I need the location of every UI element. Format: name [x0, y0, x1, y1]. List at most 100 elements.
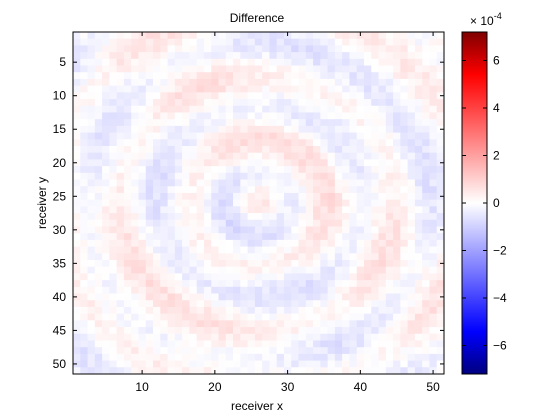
- heatmap-cell: [283, 340, 292, 348]
- heatmap-cell: [291, 72, 299, 80]
- heatmap-cell: [429, 199, 438, 207]
- heatmap-cell: [174, 58, 183, 66]
- heatmap-cell: [196, 199, 205, 207]
- heatmap-cell: [102, 159, 110, 167]
- heatmap-cell: [131, 367, 139, 375]
- heatmap-cell: [233, 340, 241, 348]
- heatmap-cell: [247, 306, 256, 315]
- heatmap-cell: [203, 92, 212, 100]
- heatmap-cell: [283, 280, 292, 288]
- heatmap-cell: [138, 239, 147, 247]
- heatmap-cell: [363, 72, 372, 80]
- heatmap-cell: [80, 306, 88, 315]
- heatmap-cell: [393, 353, 401, 361]
- heatmap-cell: [87, 347, 96, 355]
- heatmap-cell: [385, 293, 394, 301]
- heatmap-cell: [87, 112, 96, 120]
- heatmap-cell: [313, 286, 321, 294]
- heatmap-cell: [225, 333, 234, 341]
- heatmap-cell: [196, 139, 205, 147]
- heatmap-cell: [363, 38, 372, 46]
- heatmap-cell: [422, 340, 430, 348]
- heatmap-cell: [189, 85, 198, 93]
- heatmap-cell: [298, 360, 307, 368]
- heatmap-cell: [262, 38, 270, 46]
- heatmap-cell: [203, 179, 212, 187]
- heatmap-cell: [233, 273, 241, 281]
- heatmap-cell: [363, 333, 372, 341]
- heatmap-cell: [123, 65, 132, 73]
- heatmap-cell: [196, 125, 205, 133]
- heatmap-cell: [73, 119, 81, 127]
- heatmap-cell: [145, 99, 154, 107]
- heatmap-cell: [276, 340, 285, 348]
- heatmap-cell: [160, 260, 168, 268]
- heatmap-cell: [320, 300, 328, 308]
- heatmap-cell: [385, 320, 394, 328]
- heatmap-cell: [269, 166, 278, 174]
- heatmap-cell: [342, 132, 350, 140]
- heatmap-cell: [167, 65, 176, 73]
- heatmap-cell: [196, 313, 205, 321]
- heatmap-cell: [174, 320, 183, 328]
- heatmap-cell: [174, 45, 183, 53]
- heatmap-cell: [283, 199, 292, 207]
- heatmap-cell: [262, 172, 270, 180]
- heatmap-cell: [313, 313, 321, 321]
- heatmap-cell: [153, 293, 161, 301]
- heatmap-cell: [145, 333, 154, 341]
- heatmap-cell: [356, 286, 365, 294]
- heatmap-cell: [174, 112, 183, 120]
- heatmap-cell: [116, 99, 125, 107]
- heatmap-cell: [349, 139, 358, 147]
- heatmap-cell: [240, 132, 248, 140]
- heatmap-cell: [349, 199, 358, 207]
- heatmap-cell: [313, 132, 321, 140]
- heatmap-cell: [422, 179, 430, 187]
- heatmap-cell: [73, 347, 81, 355]
- heatmap-cell: [378, 166, 387, 174]
- heatmap-cell: [73, 253, 81, 261]
- heatmap-cell: [123, 219, 132, 227]
- heatmap-cell: [203, 293, 212, 301]
- heatmap-cell: [138, 253, 147, 261]
- heatmap-cell: [356, 340, 365, 348]
- heatmap-cell: [196, 286, 205, 294]
- heatmap-cell: [145, 152, 154, 160]
- heatmap-cell: [269, 340, 278, 348]
- heatmap-cell: [240, 152, 248, 160]
- heatmap-cell: [407, 152, 416, 160]
- heatmap-cell: [109, 159, 118, 167]
- heatmap-cell: [247, 99, 256, 107]
- heatmap-cell: [283, 353, 292, 361]
- heatmap-cell: [109, 92, 118, 100]
- heatmap-cell: [203, 32, 212, 40]
- heatmap-cell: [73, 99, 81, 107]
- y-tick-label: 20: [53, 156, 67, 170]
- heatmap-cell: [363, 266, 372, 274]
- heatmap-cell: [225, 199, 234, 207]
- heatmap-cell: [276, 132, 285, 140]
- heatmap-cell: [378, 219, 387, 227]
- heatmap-cell: [254, 139, 263, 147]
- heatmap-cell: [429, 78, 438, 87]
- heatmap-cell: [211, 300, 219, 308]
- heatmap-cell: [87, 273, 96, 281]
- heatmap-cell: [233, 32, 241, 40]
- heatmap-cell: [138, 159, 147, 167]
- heatmap-cell: [414, 65, 423, 73]
- heatmap-cell: [393, 280, 401, 288]
- heatmap-cell: [254, 280, 263, 288]
- heatmap-cell: [138, 226, 147, 234]
- heatmap-cell: [102, 72, 110, 80]
- heatmap-cell: [276, 206, 285, 214]
- heatmap-cell: [160, 99, 168, 107]
- heatmap-cell: [145, 92, 154, 100]
- heatmap-cell: [131, 45, 139, 53]
- heatmap-cell: [385, 32, 394, 40]
- heatmap-cell: [327, 219, 336, 227]
- heatmap-cell: [87, 233, 96, 241]
- heatmap-cell: [400, 293, 409, 301]
- heatmap-cell: [291, 333, 299, 341]
- heatmap-cell: [429, 306, 438, 315]
